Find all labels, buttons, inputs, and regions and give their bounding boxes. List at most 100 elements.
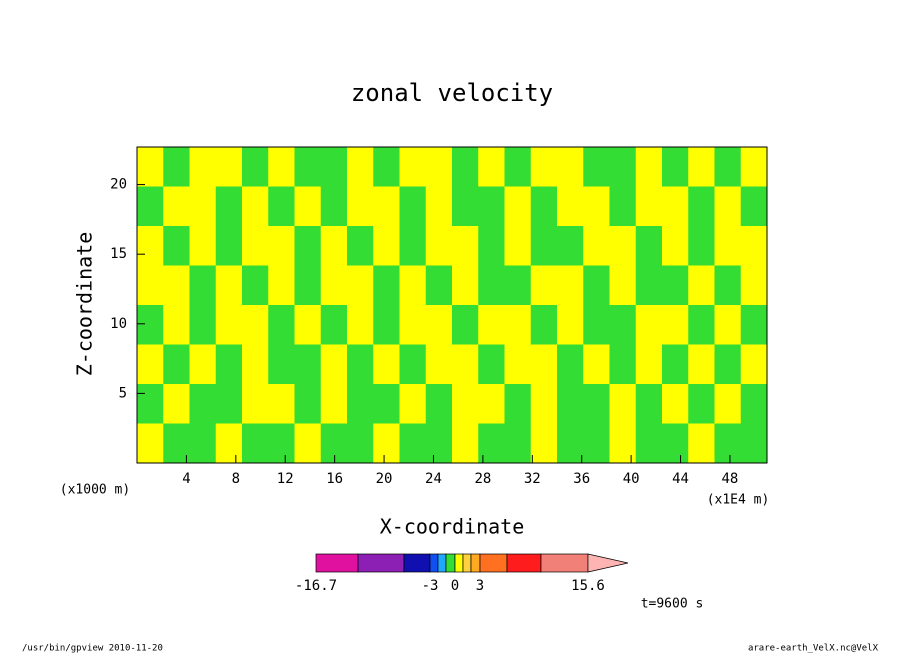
colorbar-segment	[479, 553, 508, 573]
field-cell	[662, 265, 689, 306]
field-cell	[714, 226, 742, 266]
field-cell	[530, 226, 558, 266]
field-cell	[557, 305, 584, 345]
x-tick-label: 48	[722, 471, 739, 487]
field-cell	[189, 423, 217, 464]
field-cell	[583, 305, 610, 345]
field-cell	[373, 147, 400, 187]
field-cell	[399, 384, 427, 424]
field-cell	[504, 423, 532, 464]
field-cell	[268, 305, 295, 345]
field-cell	[609, 384, 637, 424]
field-cell	[662, 147, 689, 187]
field-cell	[163, 344, 190, 385]
field-cell	[530, 423, 558, 464]
field-cell	[137, 226, 164, 266]
field-cell	[215, 305, 243, 345]
field-cell	[320, 423, 348, 464]
field-cell	[242, 305, 269, 345]
field-cell	[373, 265, 400, 306]
field-cell	[478, 186, 505, 227]
field-cell	[583, 186, 610, 227]
field-cell	[347, 384, 374, 424]
field-cell	[137, 384, 164, 424]
field-cell	[478, 305, 505, 345]
y-tick-label: 15	[110, 246, 127, 262]
x-tick-label: 8	[232, 471, 240, 487]
field-cell	[320, 265, 348, 306]
field-cell	[347, 147, 374, 187]
field-cell	[662, 226, 689, 266]
field-cell	[504, 265, 532, 306]
field-cell	[714, 384, 742, 424]
field-cell	[557, 344, 584, 385]
field-cell	[294, 344, 322, 385]
field-cell	[189, 265, 217, 306]
chart-title: zonal velocity	[351, 79, 553, 107]
field-cell	[425, 423, 453, 464]
field-cell	[137, 265, 164, 306]
field-cell	[688, 265, 715, 306]
colorbar-tick-label: 3	[476, 578, 484, 594]
field-cell	[373, 423, 400, 464]
field-cell	[189, 384, 217, 424]
field-cell	[373, 384, 400, 424]
field-cell	[425, 305, 453, 345]
field-cell	[294, 147, 322, 187]
field-cell	[347, 186, 374, 227]
x-unit: (x1E4 m)	[707, 493, 770, 508]
field-cell	[215, 344, 243, 385]
field-cell	[583, 384, 610, 424]
field-cell	[635, 186, 663, 227]
field-cell	[268, 226, 295, 266]
field-cell	[242, 226, 269, 266]
field-cell	[478, 226, 505, 266]
field-cell	[268, 147, 295, 187]
x-tick-label: 36	[573, 471, 590, 487]
field-cell	[163, 305, 190, 345]
field-cell	[452, 384, 479, 424]
colorbar-segment	[315, 553, 359, 573]
field-cell	[452, 344, 479, 385]
field-cell	[215, 147, 243, 187]
footer-left: /usr/bin/gpview 2010-11-20	[22, 644, 163, 654]
field-cell	[714, 423, 742, 464]
field-cell	[557, 384, 584, 424]
x-tick-label: 40	[623, 471, 640, 487]
field-cell	[452, 423, 479, 464]
field-cell	[452, 305, 479, 345]
field-cell	[425, 226, 453, 266]
field-cell	[740, 226, 768, 266]
field-cell	[373, 305, 400, 345]
field-cell	[714, 305, 742, 345]
field-cell	[688, 344, 715, 385]
colorbar-segment	[462, 553, 472, 573]
field-cell	[268, 423, 295, 464]
field-cell	[320, 384, 348, 424]
field-cell	[478, 423, 505, 464]
field-cell	[557, 147, 584, 187]
field-cell	[137, 186, 164, 227]
field-cell	[688, 186, 715, 227]
y-tick-label: 10	[110, 316, 127, 332]
field-cell	[504, 344, 532, 385]
x-tick-label: 12	[277, 471, 294, 487]
field-cell	[688, 147, 715, 187]
field-cell	[268, 186, 295, 227]
field-cell	[609, 344, 637, 385]
field-cell	[530, 147, 558, 187]
field-cell	[557, 226, 584, 266]
field-cell	[242, 186, 269, 227]
x-tick-label: 28	[474, 471, 491, 487]
field-cell	[662, 384, 689, 424]
colorbar-segment	[506, 553, 542, 573]
field-cell	[609, 305, 637, 345]
field-cell	[583, 265, 610, 306]
field-cell	[163, 226, 190, 266]
x-tick-label: 24	[425, 471, 442, 487]
field-cell	[399, 344, 427, 385]
field-cell	[740, 186, 768, 227]
field-cell	[137, 305, 164, 345]
